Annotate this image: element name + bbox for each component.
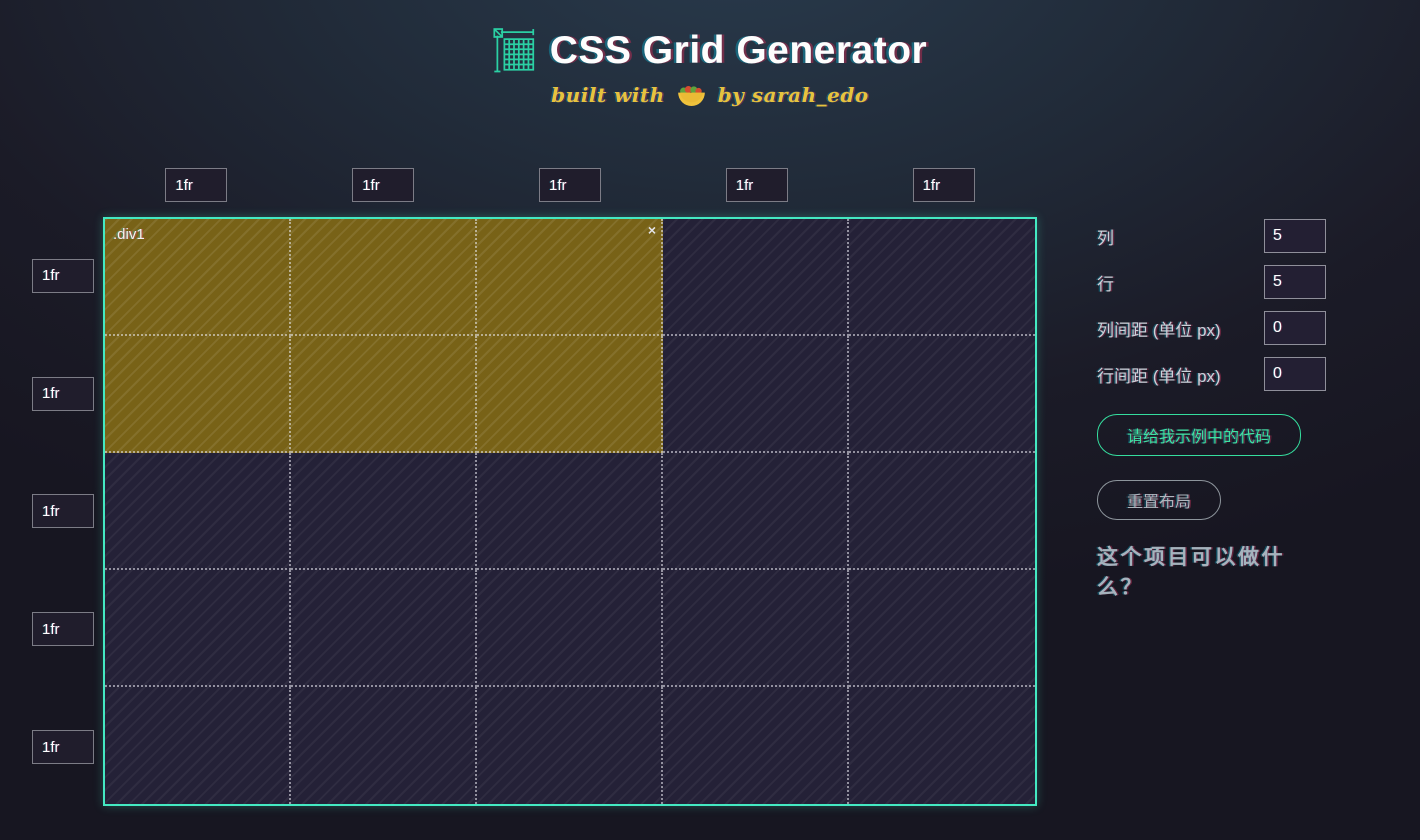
row-track-input[interactable] bbox=[32, 612, 94, 647]
subtitle-suffix: by sarah_edo bbox=[717, 83, 869, 107]
sidebar: 列 行 列间距 (单位 px) 行间距 (单位 px) 请给我示例中的代码 重置… bbox=[1097, 219, 1326, 601]
row-track-input[interactable] bbox=[32, 494, 94, 529]
grid-cell[interactable] bbox=[663, 336, 849, 453]
grid-cell[interactable] bbox=[663, 219, 849, 336]
grid-preview: .div1 × bbox=[103, 217, 1037, 806]
row-tracks bbox=[32, 217, 94, 806]
column-gap-label: 列间距 (单位 px) bbox=[1097, 320, 1221, 340]
columns-label: 列 bbox=[1097, 228, 1114, 248]
track-slot bbox=[290, 168, 477, 202]
title-row: CSS Grid Generator bbox=[0, 27, 1420, 74]
track-slot bbox=[32, 217, 94, 335]
grid-cell[interactable] bbox=[663, 453, 849, 570]
column-track-input[interactable] bbox=[352, 168, 415, 202]
grid-cell[interactable] bbox=[849, 687, 1035, 804]
track-slot bbox=[663, 168, 850, 202]
grid-cell[interactable] bbox=[291, 336, 477, 453]
grid-cell[interactable] bbox=[105, 336, 291, 453]
grid-logo-icon bbox=[493, 27, 535, 74]
grid-cell[interactable] bbox=[849, 570, 1035, 687]
rows-label: 行 bbox=[1097, 274, 1114, 294]
show-code-button[interactable]: 请给我示例中的代码 bbox=[1097, 414, 1301, 456]
row-gap-input[interactable] bbox=[1264, 357, 1326, 391]
grid-cell[interactable] bbox=[105, 687, 291, 804]
columns-input[interactable] bbox=[1264, 219, 1326, 253]
column-gap-input[interactable] bbox=[1264, 311, 1326, 345]
grid-cell[interactable] bbox=[291, 219, 477, 336]
grid-cell[interactable] bbox=[477, 336, 663, 453]
grid-cell[interactable] bbox=[477, 453, 663, 570]
taco-icon bbox=[677, 84, 706, 106]
app-header: CSS Grid Generator built with by sarah_e… bbox=[0, 27, 1420, 107]
grid-cell[interactable] bbox=[477, 219, 663, 336]
grid-selection-div1[interactable]: .div1 × bbox=[105, 219, 663, 453]
track-slot bbox=[32, 335, 94, 453]
grid-cell[interactable] bbox=[477, 687, 663, 804]
selection-label: .div1 bbox=[113, 226, 145, 243]
grid-cell[interactable] bbox=[477, 570, 663, 687]
columns-control: 列 bbox=[1097, 219, 1326, 253]
row-track-input[interactable] bbox=[32, 376, 94, 411]
subtitle: built with by sarah_edo bbox=[0, 83, 1420, 107]
column-gap-control: 列间距 (单位 px) bbox=[1097, 311, 1326, 345]
column-track-input[interactable] bbox=[725, 168, 788, 202]
about-link[interactable]: 这个项目可以做什么？ bbox=[1097, 546, 1285, 599]
grid-cell[interactable] bbox=[291, 570, 477, 687]
column-tracks bbox=[103, 168, 1037, 202]
page-title: CSS Grid Generator bbox=[549, 28, 928, 72]
row-gap-control: 行间距 (单位 px) bbox=[1097, 357, 1326, 391]
column-track-input[interactable] bbox=[912, 168, 975, 202]
track-slot bbox=[32, 570, 94, 688]
reset-layout-button[interactable]: 重置布局 bbox=[1097, 480, 1221, 520]
grid-cell[interactable] bbox=[291, 687, 477, 804]
grid-cell[interactable] bbox=[105, 219, 291, 336]
row-gap-label: 行间距 (单位 px) bbox=[1097, 366, 1221, 386]
row-track-input[interactable] bbox=[32, 730, 94, 765]
grid-cell[interactable] bbox=[663, 570, 849, 687]
column-track-input[interactable] bbox=[538, 168, 601, 202]
track-slot bbox=[103, 168, 290, 202]
grid-cell[interactable] bbox=[849, 453, 1035, 570]
grid-cell[interactable] bbox=[105, 570, 291, 687]
track-slot bbox=[477, 168, 664, 202]
track-slot bbox=[32, 453, 94, 571]
track-slot bbox=[32, 688, 94, 806]
grid-cell[interactable] bbox=[849, 336, 1035, 453]
grid-cell[interactable] bbox=[849, 219, 1035, 336]
rows-input[interactable] bbox=[1264, 265, 1326, 299]
grid-cells bbox=[105, 219, 1035, 804]
grid-cell[interactable] bbox=[663, 687, 849, 804]
column-track-input[interactable] bbox=[165, 168, 228, 202]
row-track-input[interactable] bbox=[32, 258, 94, 293]
grid-cell[interactable] bbox=[105, 453, 291, 570]
track-slot bbox=[850, 168, 1037, 202]
grid-cell[interactable] bbox=[291, 453, 477, 570]
selection-close-icon[interactable]: × bbox=[647, 222, 656, 238]
rows-control: 行 bbox=[1097, 265, 1326, 299]
subtitle-prefix: built with bbox=[551, 83, 665, 107]
